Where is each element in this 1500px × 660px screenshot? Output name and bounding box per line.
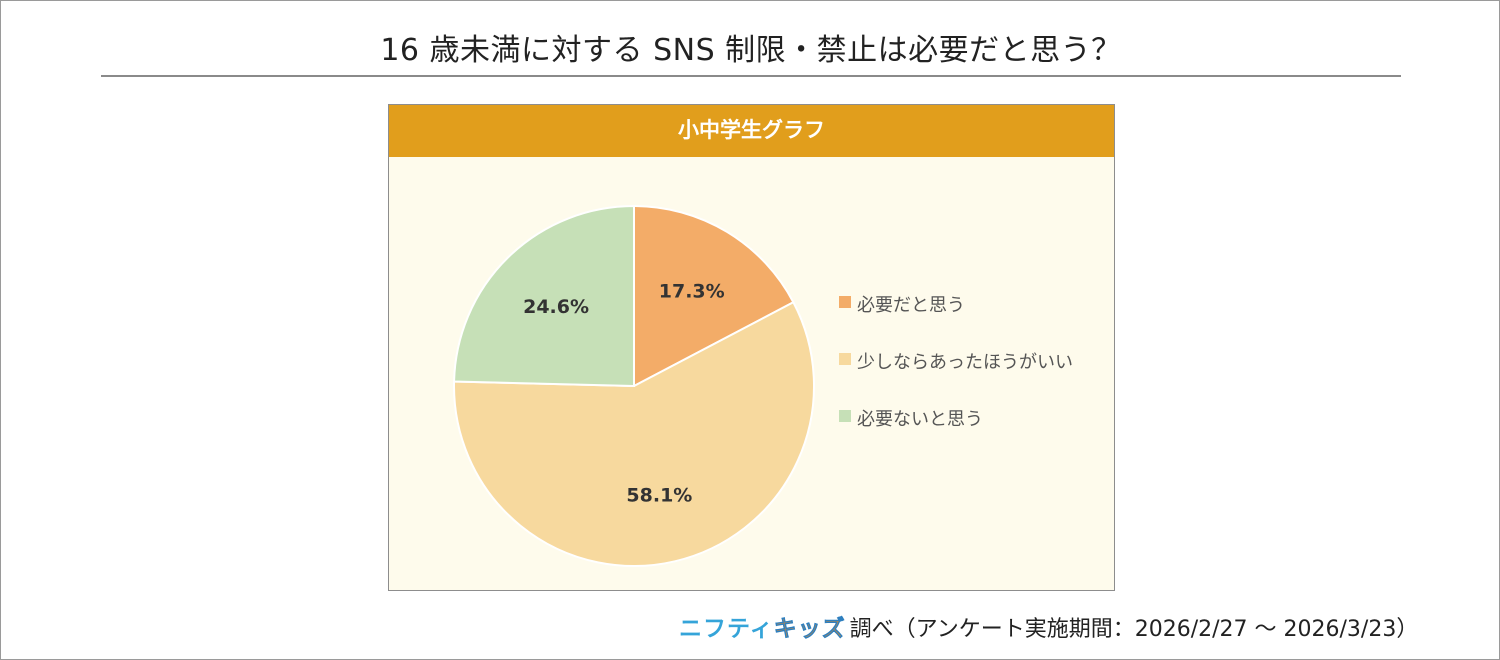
survey-period-text: 調べ（アンケート実施期間：2026/2/27 ～ 2026/3/23） (849, 617, 1419, 642)
legend-swatch-2 (839, 353, 851, 365)
data-label-1: 17.3% (659, 280, 725, 302)
chart-panel-title: 小中学生グラフ (389, 105, 1114, 157)
pie-slice-3 (453, 204, 635, 388)
legend-label-2: 少しならあったほうがいい (857, 352, 1073, 373)
chart-panel: 小中学生グラフ 17.3% 58.1% 24.6% 必要だと思う少しならあったほうが… (388, 104, 1115, 591)
legend-label-1: 必要だと思う (857, 295, 965, 316)
brand-logo-kids: キッズ (773, 616, 846, 643)
data-label-3: 24.6% (523, 296, 589, 318)
pie-chart: 17.3% 58.1% 24.6% (453, 204, 815, 567)
legend-swatch-1 (839, 296, 851, 308)
legend-label-3: 必要ないと思う (857, 409, 983, 430)
source-credit: ニフティキッズ 調べ（アンケート実施期間：2026/2/27 ～ 2026/3/2… (679, 609, 1418, 643)
page-title: 16 歳未満に対する SNS 制限・禁止は必要だと思う？ (380, 33, 1122, 68)
pie-slice-2 (453, 300, 815, 567)
data-label-2: 58.1% (626, 485, 692, 507)
brand-logo-nifty: ニフティ (679, 616, 774, 642)
pie-slice-1 (633, 204, 795, 388)
legend-swatch-3 (839, 410, 851, 422)
title-divider (101, 75, 1401, 77)
